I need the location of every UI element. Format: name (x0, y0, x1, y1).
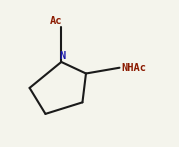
Text: NHAc: NHAc (121, 63, 146, 73)
Text: N: N (59, 51, 65, 61)
Text: Ac: Ac (50, 16, 62, 26)
